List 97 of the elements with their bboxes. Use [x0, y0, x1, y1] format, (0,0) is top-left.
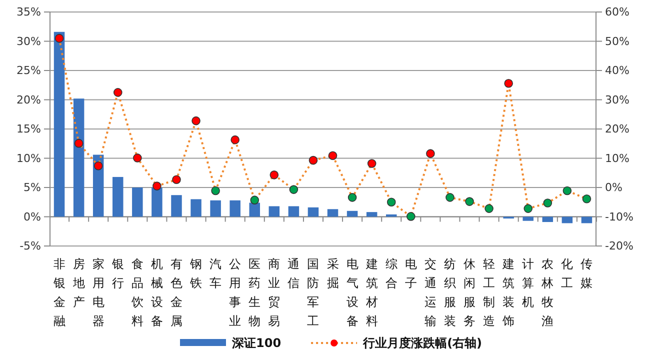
- point: [211, 186, 220, 196]
- y2-tick-label: 30%: [605, 93, 630, 106]
- bar: [132, 188, 143, 217]
- point: [524, 204, 533, 213]
- bar: [73, 98, 84, 217]
- point: [367, 159, 376, 168]
- point: [74, 138, 84, 148]
- x-tick-label: 化工: [561, 257, 574, 290]
- bar: [230, 200, 240, 217]
- point: [328, 151, 338, 160]
- y2-tick-label: 40%: [605, 64, 630, 78]
- y-tick-label: 35%: [16, 6, 41, 19]
- x-tick-label: 交通运输: [424, 257, 436, 328]
- x-tick-label: 电子: [404, 257, 417, 290]
- bar: [249, 202, 260, 217]
- x-tick-label: 建筑装饰: [502, 257, 515, 328]
- point: [54, 34, 64, 43]
- bar: [327, 209, 338, 217]
- y-tick-label: 0%: [24, 210, 41, 224]
- bar: [171, 195, 182, 217]
- x-tick-label: 钢铁: [189, 257, 202, 290]
- bar: [308, 207, 319, 217]
- x-tick-label: 传媒: [580, 257, 593, 290]
- x-tick-label: 非银金融: [52, 257, 66, 328]
- y-tick-label: 5%: [24, 181, 41, 194]
- point: [386, 198, 396, 207]
- point: [484, 204, 494, 213]
- y2-tick-label: 0%: [605, 181, 622, 194]
- x-tick-label: 食品饮料: [130, 257, 144, 328]
- point: [230, 135, 240, 144]
- y-tick-label: 30%: [16, 34, 41, 48]
- bar: [366, 212, 378, 217]
- point: [192, 116, 200, 126]
- point: [250, 196, 260, 204]
- point: [426, 149, 435, 158]
- bar: [190, 199, 202, 217]
- x-tick-label: 汽车: [210, 257, 222, 290]
- point: [543, 198, 552, 208]
- x-tick-label: 休闲服务: [464, 257, 476, 328]
- x-tick-label: 家用电器: [92, 257, 104, 328]
- y-tick-label: 20%: [16, 93, 41, 106]
- bar: [288, 206, 300, 217]
- x-tick-label: 医药生物: [248, 257, 261, 328]
- y-tick-label: 10%: [16, 152, 41, 165]
- x-tick-label: 有色金属: [170, 257, 182, 328]
- bar: [268, 206, 280, 217]
- y2-tick-label: -20%: [605, 240, 634, 253]
- x-tick-label: 银行: [110, 257, 124, 290]
- x-tick-label: 综合: [385, 257, 398, 290]
- point: [113, 88, 122, 97]
- point: [172, 175, 181, 184]
- y-tick-label: 15%: [16, 122, 41, 136]
- legend-label: 深证100: [231, 336, 282, 350]
- x-tick-label: 通信: [288, 257, 300, 290]
- bar: [346, 210, 358, 217]
- bar: [386, 214, 397, 217]
- x-tick-label: 纺织服装: [444, 257, 456, 328]
- bar: [152, 188, 162, 217]
- point: [308, 156, 318, 165]
- legend-label: 行业月度涨跌幅(右轴): [362, 336, 482, 350]
- bar: [581, 216, 592, 224]
- x-tick-label: 农林牧渔: [540, 257, 554, 328]
- bar: [112, 176, 124, 217]
- point: [94, 161, 103, 170]
- bar: [522, 216, 534, 221]
- point: [406, 212, 416, 221]
- y-tick-label: -5%: [20, 240, 41, 253]
- y2-tick-label: 20%: [605, 122, 630, 136]
- point: [504, 78, 513, 88]
- bar: [210, 200, 221, 217]
- point: [562, 186, 572, 196]
- y-tick-label: 25%: [16, 64, 41, 78]
- x-tick-label: 电气设备: [346, 257, 358, 328]
- x-tick-label: 计算机: [522, 257, 534, 309]
- y2-tick-label: -10%: [605, 210, 634, 224]
- point: [133, 154, 142, 162]
- x-tick-label: 公用事业: [229, 257, 242, 328]
- x-tick-label: 采掘: [326, 257, 339, 290]
- bar: [54, 32, 65, 217]
- x-tick-label: 轻工制造: [483, 257, 496, 328]
- point: [152, 182, 162, 190]
- y2-tick-label: 60%: [605, 6, 630, 19]
- bar: [542, 216, 554, 222]
- point: [446, 193, 454, 202]
- x-tick-label: 机械设备: [150, 257, 163, 328]
- bar: [562, 216, 573, 224]
- point: [289, 185, 298, 194]
- y2-tick-label: 10%: [605, 152, 630, 165]
- y2-tick-label: 50%: [605, 34, 630, 48]
- x-tick-label: 商业贸易: [268, 257, 280, 328]
- x-tick-label: 建筑材料: [364, 257, 378, 328]
- point: [582, 194, 592, 204]
- point: [348, 193, 357, 202]
- point: [270, 170, 279, 180]
- point: [465, 197, 474, 206]
- x-tick-label: 国防军工: [307, 257, 320, 328]
- x-tick-label: 房地产: [72, 257, 85, 309]
